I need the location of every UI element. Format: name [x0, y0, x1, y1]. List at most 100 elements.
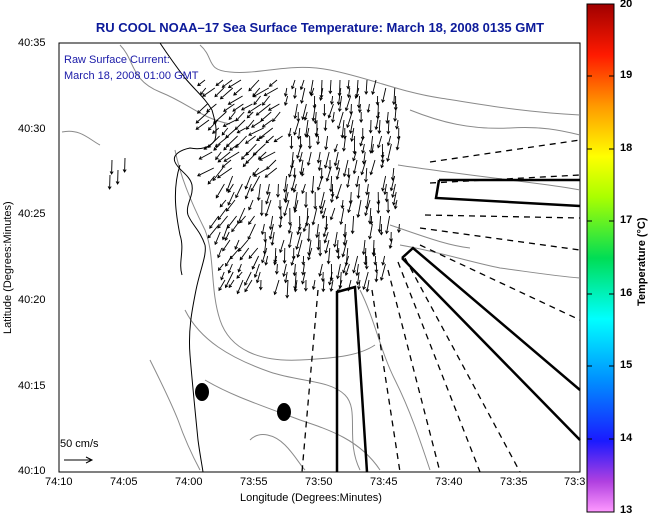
current-vector [236, 279, 244, 295]
current-vector [311, 207, 318, 226]
current-vector [395, 135, 401, 151]
colorbar [586, 3, 615, 513]
current-vector [270, 231, 275, 246]
current-vector [379, 224, 384, 236]
ytick-label: 40:30 [18, 123, 46, 135]
current-vector [107, 174, 112, 190]
current-vector [236, 271, 243, 279]
colorbar-tick: 20 [620, 0, 633, 10]
current-vector [283, 87, 288, 97]
current-vector [244, 279, 253, 293]
current-vector [227, 191, 235, 206]
current-vector [300, 87, 306, 104]
current-vector [253, 263, 260, 278]
current-vector [316, 175, 324, 191]
current-vector [242, 159, 250, 168]
current-vector [195, 111, 209, 124]
current-vector [395, 119, 399, 130]
current-vector [354, 87, 360, 100]
current-vector [293, 87, 297, 99]
current-vector [306, 223, 311, 243]
current-vector [251, 119, 264, 128]
current-vector [216, 167, 233, 179]
current-vector [350, 215, 355, 235]
xtick-label: 74:05 [110, 476, 138, 488]
current-vector [255, 103, 271, 116]
current-vector [219, 199, 227, 208]
current-vector [218, 279, 226, 292]
current-vector [217, 151, 231, 163]
current-vector [329, 191, 334, 203]
current-vector [369, 159, 376, 176]
current-vector [284, 191, 289, 204]
current-vector [288, 207, 292, 226]
marker-dot-east [277, 403, 291, 421]
current-vector [233, 87, 243, 96]
current-vector [361, 143, 365, 154]
current-vector [260, 223, 265, 236]
current-vector [355, 271, 360, 286]
current-vector [331, 111, 335, 124]
current-vector [212, 167, 224, 182]
current-vector [333, 231, 338, 248]
current-vector [329, 207, 336, 221]
current-vector [283, 95, 289, 106]
current-vector [293, 199, 299, 214]
xtick-label: 74:00 [175, 476, 203, 488]
current-vector [265, 183, 270, 196]
current-vector [352, 135, 357, 155]
current-vector [235, 111, 245, 122]
current-vector [321, 207, 327, 219]
current-vector [383, 183, 388, 196]
current-vector [278, 200, 282, 210]
current-vector [293, 279, 298, 293]
colorbar-label: Temperature (°C) [636, 217, 648, 306]
current-vector [359, 111, 364, 123]
coastline [159, 42, 217, 473]
current-vector [389, 175, 396, 192]
current-vector [315, 223, 319, 239]
current-vector [323, 119, 328, 132]
current-vector [329, 175, 333, 193]
current-vector [203, 143, 212, 150]
current-vector [333, 151, 339, 167]
current-vector [247, 223, 256, 240]
current-vector [318, 239, 323, 257]
current-vector [265, 135, 274, 144]
current-vector [244, 183, 252, 200]
current-vector [386, 143, 392, 162]
current-vector [318, 263, 323, 277]
current-vector [303, 279, 308, 292]
current-vector [239, 247, 250, 261]
current-vector [359, 135, 365, 147]
current-vector [244, 175, 252, 190]
current-vector [220, 271, 225, 281]
current-vector [268, 79, 278, 87]
current-vector [115, 169, 120, 185]
current-vector [311, 279, 316, 291]
current-vector [273, 135, 283, 143]
current-vector [264, 199, 272, 217]
colorbar-tick: 17 [620, 214, 633, 226]
current-vector [255, 271, 261, 284]
current-vector [122, 157, 127, 173]
ytick-label: 40:15 [18, 380, 46, 392]
current-vector [221, 159, 232, 168]
current-vector [207, 223, 220, 239]
current-vector [252, 87, 270, 98]
current-vector [221, 79, 233, 88]
current-vector [207, 119, 219, 131]
current-vector [386, 119, 391, 135]
current-vector [228, 279, 235, 289]
current-vector [381, 87, 387, 104]
current-vector [214, 87, 225, 98]
current-vector [214, 231, 221, 246]
current-vector [381, 175, 387, 192]
current-vector [352, 255, 359, 274]
current-vector [379, 263, 386, 281]
colorbar-tick: 16 [620, 287, 633, 299]
current-vector [266, 159, 277, 170]
xtick-label: 74:10 [45, 476, 73, 488]
current-vector [273, 255, 278, 266]
